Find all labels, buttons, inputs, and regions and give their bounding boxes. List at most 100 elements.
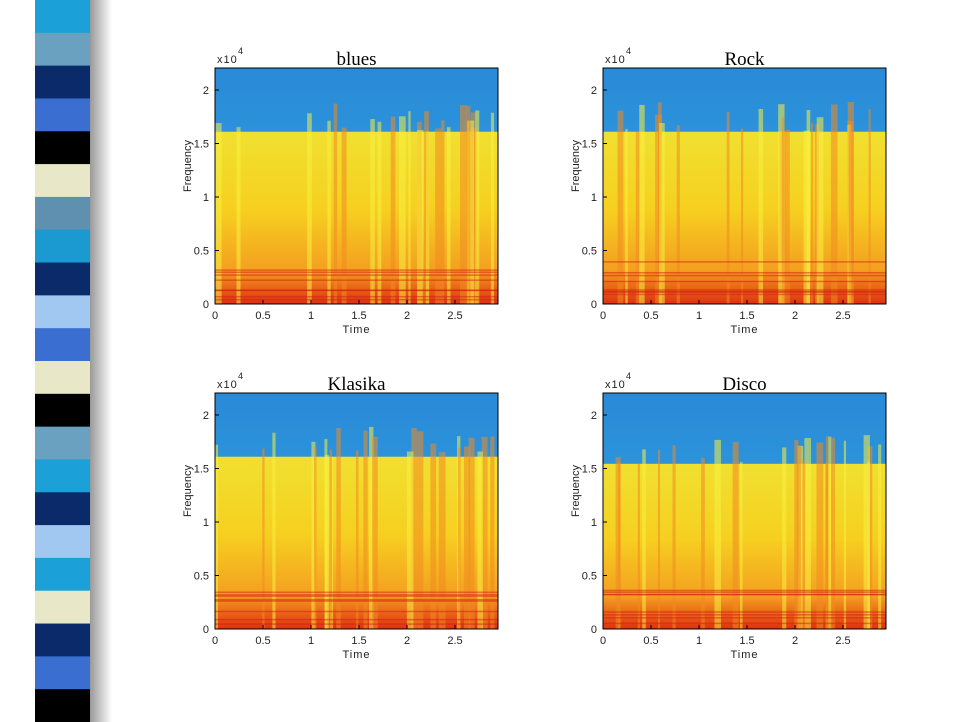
x-tick-label: 0.5 (255, 310, 270, 322)
x-tick-label: 0.5 (643, 635, 658, 647)
spectrogram-band (603, 272, 886, 274)
spectrogram-streak (430, 443, 437, 629)
spectrogram-band (215, 591, 498, 594)
stripe (35, 131, 90, 165)
x-tick-label: 1.5 (739, 635, 754, 647)
bar-shadow (90, 0, 112, 722)
stripe (35, 65, 90, 99)
spectrogram-band (215, 295, 498, 298)
spectrogram-streak (468, 437, 475, 629)
spectrogram-streak (272, 432, 276, 629)
x-axis-label: Time (730, 649, 758, 661)
spectrogram-streak (803, 130, 811, 304)
exponent-base: x10 (605, 379, 626, 391)
y-tick-label: 2 (203, 410, 209, 422)
y-tick-label: 0 (591, 299, 597, 311)
spectrogram-streak (463, 446, 471, 629)
spectrogram-streak (408, 111, 411, 304)
spectrogram-streak (714, 439, 721, 629)
panel-title: Rock (724, 49, 765, 70)
spectrogram-streak (341, 127, 347, 304)
stripe (35, 361, 90, 395)
y-axis-label: Frequency (570, 465, 582, 517)
spectrogram-streak (363, 430, 368, 629)
spectrogram-streak (828, 436, 832, 629)
spectrogram-streak (676, 125, 680, 304)
spectrogram-streak (446, 127, 451, 304)
spectrogram-body (603, 463, 886, 629)
spectrogram-streak (324, 439, 328, 629)
x-tick-label: 2 (792, 310, 798, 322)
x-tick-label: 0.5 (255, 635, 270, 647)
exponent-base: x10 (217, 379, 238, 391)
y-tick-label: 0.5 (582, 571, 597, 583)
spectrogram-streak (390, 116, 396, 305)
spectrogram-streak (739, 461, 743, 629)
x-axis-label: Time (342, 649, 370, 661)
spectrogram-band (603, 591, 886, 593)
y-tick-label: 0.5 (194, 246, 209, 258)
spectrogram-streak (810, 122, 814, 304)
stripe (35, 590, 90, 625)
x-tick-label: 1.5 (351, 635, 366, 647)
y-tick-label: 0.5 (582, 246, 597, 258)
spectrogram-band (603, 261, 886, 263)
spectrogram-streak (370, 119, 375, 304)
y-tick-label: 1 (203, 192, 209, 204)
y-tick-label: 1 (203, 517, 209, 529)
spectrogram-streak (236, 127, 241, 304)
spectrogram-streak (732, 441, 739, 629)
spectrogram-streak (406, 451, 414, 629)
spectrogram-band (215, 289, 498, 291)
stripe (35, 492, 90, 526)
spectrogram-streak (625, 129, 628, 304)
spectrogram-streak (816, 442, 824, 629)
spectrogram-streak (327, 120, 331, 304)
spectrogram-band (603, 280, 886, 283)
y-tick-label: 1 (591, 192, 597, 204)
spectrogram-streak (848, 121, 854, 305)
stripe (35, 295, 90, 329)
y-tick-label: 0.5 (194, 571, 209, 583)
panel-title: Klasika (327, 374, 386, 395)
x-axis-label: Time (730, 324, 758, 336)
spectrogram-band (215, 271, 498, 273)
spectrogram-streak (637, 463, 641, 629)
stripe (35, 459, 90, 493)
spectrogram-streak (802, 460, 806, 629)
spectrogram-streak (618, 460, 621, 629)
x-tick-label: 2.5 (447, 310, 462, 322)
spectrogram-band (215, 595, 498, 597)
x-tick-label: 2 (792, 635, 798, 647)
spectrogram-streak (781, 116, 785, 304)
spectrogram-streak (672, 445, 676, 629)
spectrogram-band (215, 269, 498, 271)
spectrogram-streak (460, 105, 467, 304)
spectrogram-band (603, 289, 886, 291)
spectrogram-streak (816, 117, 824, 304)
spectrogram-band (215, 598, 498, 601)
x-tick-label: 1 (308, 635, 314, 647)
spectrogram-streak (307, 113, 312, 304)
spectrogram-streak (758, 109, 764, 304)
spectrogram-streak (411, 428, 417, 629)
spectrogram-streak (659, 122, 665, 304)
y-tick-label: 1.5 (194, 139, 209, 151)
spectrogram-streak (635, 131, 641, 304)
panel-title: Disco (722, 374, 766, 395)
spectrogram-streak (863, 435, 870, 629)
spectrogram-body (215, 131, 498, 304)
spectrogram-band (603, 611, 886, 613)
stripe (35, 623, 90, 657)
spectrogram-streak (615, 457, 621, 629)
spectrogram-band (215, 623, 498, 625)
stripe (35, 426, 90, 460)
spectrogram-streak (333, 103, 338, 305)
spectrogram-streak (797, 445, 801, 629)
spectrogram-streak (329, 449, 332, 629)
spectrogram-streak (617, 110, 624, 304)
spectrogram-streak (701, 457, 705, 629)
